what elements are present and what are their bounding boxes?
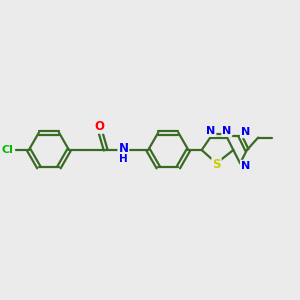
Text: N: N (118, 142, 128, 155)
Text: N: N (222, 126, 231, 136)
Text: Cl: Cl (2, 145, 14, 155)
Text: N: N (206, 126, 215, 136)
Text: S: S (212, 158, 221, 171)
Text: H: H (119, 154, 128, 164)
Text: N: N (241, 161, 250, 171)
Text: O: O (94, 120, 104, 133)
Text: N: N (241, 127, 250, 137)
